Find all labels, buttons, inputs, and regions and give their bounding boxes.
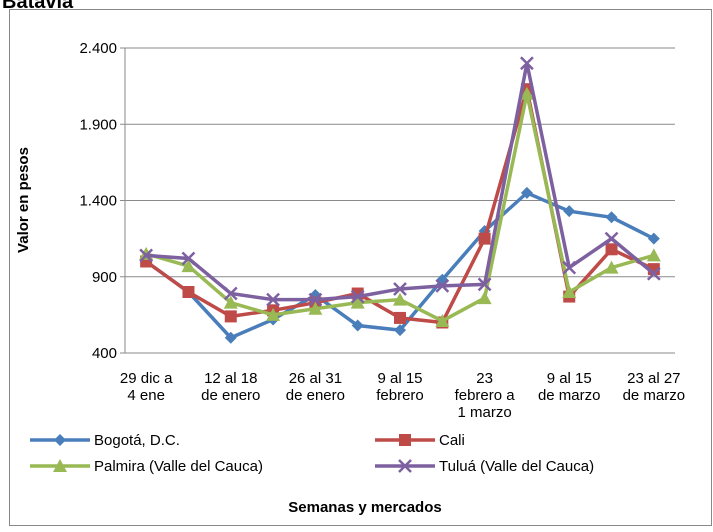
marker (646, 248, 661, 262)
marker (223, 295, 238, 309)
x-tick-label: 9 al 15 febrero (376, 370, 424, 404)
marker (605, 211, 618, 224)
marker (224, 310, 237, 323)
marker (435, 313, 450, 327)
marker (393, 292, 407, 306)
marker (266, 307, 281, 321)
y-tick-label: 1.900 (79, 116, 117, 133)
marker (266, 292, 280, 307)
x-tick-label: 9 al 15 de marzo (538, 370, 601, 404)
y-tick-label: 1.400 (79, 193, 117, 210)
chart-title: Batavia (2, 0, 74, 13)
x-tick-label: 26 al 31 de enero (286, 370, 345, 404)
marker (519, 86, 534, 100)
marker (350, 289, 365, 304)
marker (308, 292, 323, 307)
x-axis-title: Semanas y mercados (288, 499, 441, 516)
marker (562, 260, 577, 275)
marker (181, 259, 196, 273)
legend-label: Bogotá, D.C. (94, 432, 180, 449)
marker (139, 248, 154, 263)
legend-label: Tuluá (Valle del Cauca) (439, 458, 594, 475)
chart-frame (9, 9, 712, 526)
marker (563, 205, 576, 218)
marker (224, 331, 237, 344)
marker (350, 295, 365, 309)
x-tick-label: 23 al 27 de marzo (623, 370, 686, 404)
marker (520, 56, 534, 71)
y-tick-label: 400 (92, 345, 117, 362)
marker (398, 459, 412, 473)
marker (351, 319, 364, 332)
x-tick-label: 12 al 18 de enero (201, 370, 260, 404)
marker (181, 251, 196, 266)
marker (605, 243, 618, 256)
marker (53, 459, 67, 472)
marker (308, 301, 323, 315)
y-tick-label: 900 (92, 269, 117, 286)
y-axis-title: Valor en pesos (15, 147, 32, 253)
marker (182, 286, 195, 298)
legend-label: Cali (439, 432, 465, 449)
series (139, 86, 661, 327)
marker (478, 232, 491, 245)
legend-label: Palmira (Valle del Cauca) (94, 458, 263, 475)
series (139, 56, 661, 307)
y-tick-label: 2.400 (79, 40, 117, 57)
marker (54, 434, 66, 446)
marker (562, 285, 577, 298)
marker (646, 266, 661, 281)
series-line (146, 62, 655, 302)
marker (223, 286, 238, 301)
marker (393, 282, 407, 296)
marker (647, 232, 660, 245)
marker (520, 186, 533, 199)
marker (604, 231, 619, 246)
marker (394, 324, 406, 337)
marker (604, 260, 619, 274)
marker (399, 434, 411, 446)
marker (394, 311, 406, 324)
marker (435, 279, 450, 293)
marker (477, 277, 492, 292)
marker (477, 291, 492, 305)
